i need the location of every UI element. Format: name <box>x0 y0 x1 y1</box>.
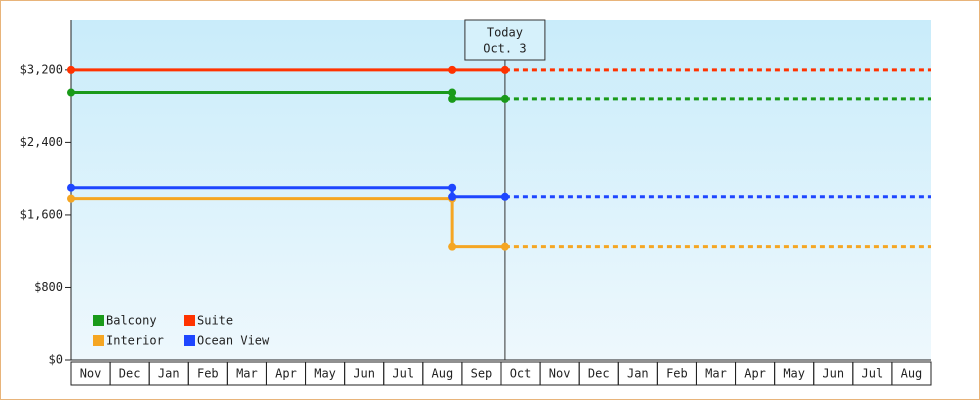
y-tick-label: $3,200 <box>20 62 63 76</box>
x-tick-label: Jul <box>392 367 414 381</box>
x-tick-label: Jul <box>862 367 884 381</box>
price-point <box>500 192 509 201</box>
price-point <box>500 94 509 103</box>
x-tick-label: May <box>314 367 336 381</box>
x-tick-label: Mar <box>236 367 258 381</box>
today-label: Oct. 3 <box>483 42 526 56</box>
price-point <box>448 192 457 201</box>
y-tick-label: $2,400 <box>20 135 63 149</box>
x-tick-label: Jan <box>627 367 649 381</box>
price-line <box>71 197 505 249</box>
price-point <box>448 242 457 251</box>
legend-label: Interior <box>106 334 164 348</box>
legend-label: Ocean View <box>197 334 270 348</box>
x-tick-label: Feb <box>666 367 688 381</box>
x-tick-label: Nov <box>549 367 571 381</box>
price-point <box>500 65 509 74</box>
legend-label: Suite <box>197 314 233 328</box>
x-tick-label: Nov <box>80 367 102 381</box>
x-tick-label: Mar <box>705 367 727 381</box>
price-point <box>67 194 75 203</box>
today-label: Today <box>487 26 523 40</box>
price-point <box>500 242 509 251</box>
price-point <box>67 183 75 192</box>
x-tick-label: Aug <box>901 367 923 381</box>
price-point <box>67 88 75 97</box>
legend-swatch <box>184 335 195 346</box>
price-point <box>448 183 457 192</box>
legend-label: Balcony <box>106 314 157 328</box>
price-point <box>448 94 457 103</box>
price-line <box>71 186 505 199</box>
legend-swatch <box>184 315 195 326</box>
x-tick-label: Apr <box>275 367 297 381</box>
x-tick-label: Jan <box>158 367 180 381</box>
y-tick-label: $1,600 <box>20 207 63 221</box>
x-tick-label: Dec <box>119 367 141 381</box>
y-tick-label: $0 <box>49 353 63 367</box>
x-tick-label: Sep <box>471 367 493 381</box>
x-tick-label: Jun <box>822 367 844 381</box>
price-point <box>448 88 457 97</box>
legend-swatch <box>93 335 104 346</box>
x-tick-label: Oct <box>510 367 532 381</box>
x-tick-label: Feb <box>197 367 219 381</box>
x-tick-label: Jun <box>353 367 375 381</box>
legend-swatch <box>93 315 104 326</box>
y-tick-label: $800 <box>34 280 63 294</box>
x-tick-label: Aug <box>432 367 454 381</box>
price-point <box>67 65 75 74</box>
today-box <box>464 19 546 61</box>
plot-area <box>71 20 931 360</box>
x-tick-label: Apr <box>744 367 766 381</box>
x-tick-label: Dec <box>588 367 610 381</box>
price-point <box>448 65 457 74</box>
x-tick-label: May <box>783 367 805 381</box>
x-tick-cell <box>891 361 932 386</box>
